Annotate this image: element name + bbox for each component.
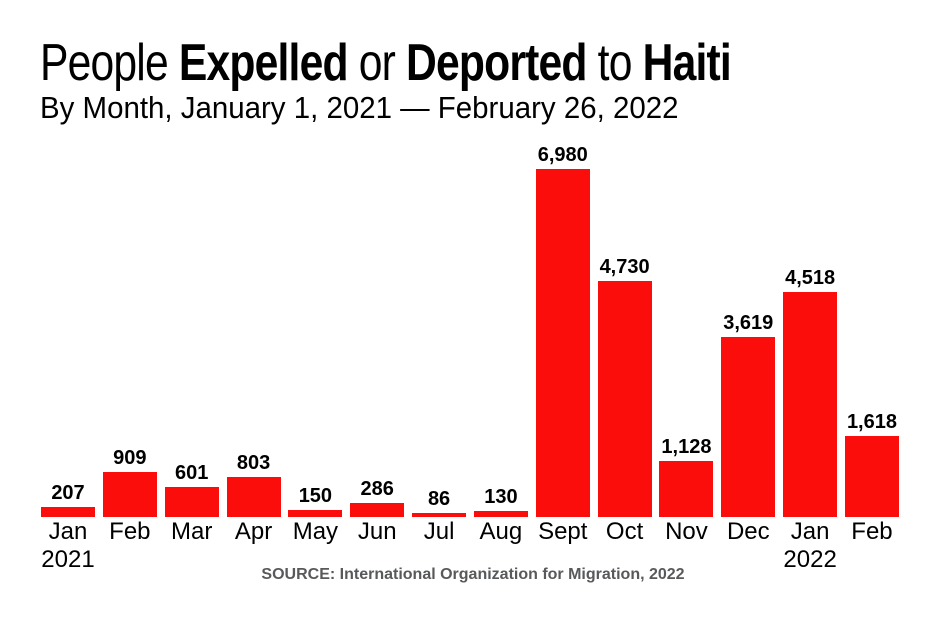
bar-value-label: 130 xyxy=(484,485,518,508)
bar-value-label: 1,618 xyxy=(846,411,897,434)
bar-value-label: 4,730 xyxy=(599,256,650,279)
bar-value-label: 86 xyxy=(427,487,451,510)
bar xyxy=(226,477,281,517)
bar-column: 150 xyxy=(288,484,343,517)
x-axis-label: Nov xyxy=(659,520,713,572)
bar-column: 6,980 xyxy=(535,144,590,517)
title-segment: or xyxy=(347,34,407,92)
bar xyxy=(721,336,776,517)
bar xyxy=(350,502,405,517)
bar xyxy=(164,487,219,517)
bar-column: 1,128 xyxy=(659,435,714,517)
bar xyxy=(473,510,528,517)
month-label: Mar xyxy=(171,518,213,545)
month-label: Apr xyxy=(234,518,273,545)
bar xyxy=(783,291,838,517)
x-axis-label: Jun xyxy=(350,520,404,572)
x-axis-label: Jan 2021 xyxy=(41,520,95,572)
x-axis-label: Dec xyxy=(721,520,775,572)
x-axis-label: Jan 2022 xyxy=(783,520,837,572)
bar-value-label: 1,128 xyxy=(661,435,712,458)
bar xyxy=(412,512,467,517)
month-label: Sept xyxy=(538,518,588,545)
month-label: Jan xyxy=(790,518,830,545)
bar-column: 601 xyxy=(164,462,219,517)
x-axis-label: Aug xyxy=(474,520,528,572)
month-label: Feb xyxy=(109,518,151,545)
chart-title: People Expelled or Deported to Haiti xyxy=(40,33,732,93)
bar-value-label: 909 xyxy=(113,446,147,469)
x-axis-label: Oct xyxy=(598,520,652,572)
x-axis-label: Feb xyxy=(103,520,157,572)
bar-column: 286 xyxy=(350,477,405,517)
bar-column: 4,518 xyxy=(783,266,838,517)
bar xyxy=(288,509,343,517)
bar-column: 207 xyxy=(41,482,95,517)
month-label: Feb xyxy=(851,518,893,545)
bar-value-label: 4,518 xyxy=(785,266,836,289)
x-axis-label: Apr xyxy=(227,520,281,572)
month-label: Jul xyxy=(423,518,455,545)
source-note: SOURCE: International Organization for M… xyxy=(261,566,685,583)
bar-column: 4,730 xyxy=(597,256,652,517)
bar-column: 130 xyxy=(473,485,528,517)
bar-chart: 207 909 601 803 150 286 86 130 6,980 4,730 1,128 3,… xyxy=(41,0,899,517)
bar-value-label: 6,980 xyxy=(537,144,588,166)
month-label: Oct xyxy=(605,518,644,545)
bar-value-label: 3,619 xyxy=(723,311,774,334)
month-label: Jan xyxy=(48,518,88,545)
bar-value-label: 286 xyxy=(360,477,394,500)
month-label: Dec xyxy=(726,518,770,545)
x-axis-label: Mar xyxy=(165,520,219,572)
title-segment: Deported xyxy=(406,34,587,92)
bar-value-label: 150 xyxy=(298,484,333,507)
x-axis-label: Jul xyxy=(412,520,466,572)
bar xyxy=(41,506,95,517)
bar xyxy=(535,169,590,517)
bar-value-label: 601 xyxy=(175,462,209,484)
bar-value-label: 207 xyxy=(51,481,85,504)
x-axis-label: Feb xyxy=(845,520,899,572)
x-axis-labels: Jan 2021 Feb Mar Apr May Jun Jul Aug Sept Oct Nov De… xyxy=(41,520,899,572)
bar xyxy=(659,460,714,517)
x-axis-label: Sept xyxy=(536,520,590,572)
month-label: Aug xyxy=(479,518,523,545)
year-label: 2022 xyxy=(783,546,837,573)
title-segment: Haiti xyxy=(642,34,732,92)
month-label: May xyxy=(292,518,339,545)
bar xyxy=(102,471,157,517)
title-segment: Expelled xyxy=(178,34,349,92)
x-axis-label: May xyxy=(288,520,342,572)
bar-column: 909 xyxy=(102,446,157,517)
bar-value-label: 803 xyxy=(236,452,271,474)
bar xyxy=(597,281,652,517)
year-label: 2021 xyxy=(41,546,95,573)
bar-column: 803 xyxy=(226,452,281,517)
chart-subtitle: By Month, January 1, 2021 — February 26,… xyxy=(40,90,679,125)
title-segment: People xyxy=(40,34,179,92)
bar-column: 1,618 xyxy=(844,411,899,517)
bar xyxy=(844,436,899,517)
bar-column: 3,619 xyxy=(721,311,776,517)
bar-column: 86 xyxy=(412,487,467,517)
title-segment: to xyxy=(586,34,643,92)
month-label: Nov xyxy=(665,518,708,545)
month-label: Jun xyxy=(357,518,397,545)
